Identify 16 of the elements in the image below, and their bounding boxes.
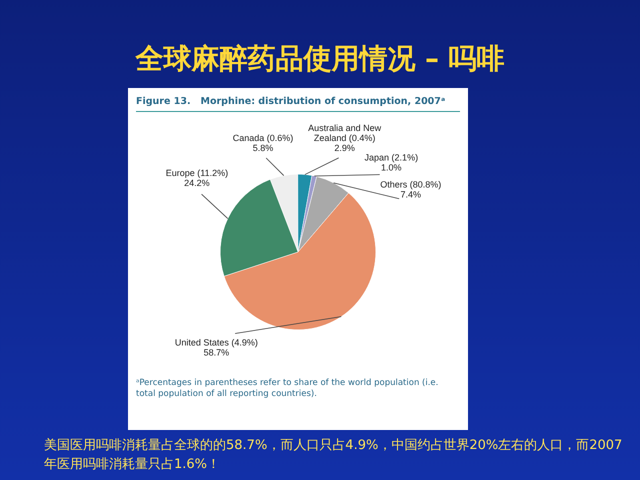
data-label: 5.8% [252, 142, 274, 153]
data-label: 7.4% [400, 190, 421, 200]
slice-label: Others (80.8%) [380, 180, 442, 190]
data-label: 58.7% [204, 348, 230, 358]
slice-label: Japan (2.1%) [364, 152, 418, 162]
data-label: 24.2% [184, 178, 210, 188]
slice-label: Canada (0.6%) [232, 132, 294, 143]
text: ᵃPercentages in parentheses refer to share of the world population (i.e. total population of all reporting countries). [136, 378, 440, 400]
data-label: 1.0% [381, 162, 402, 172]
chart-title: 全球麻醉药品使用情况 – 吗啡 [134, 41, 506, 77]
data-label: 2.9% [334, 142, 355, 153]
chart-subtitle: Figure 13. Morphine: distribution of consumption, 2007ᵃ [136, 96, 460, 112]
slice-label: United States (4.9%) [174, 338, 258, 348]
slice-label: Europe (11.2%) [166, 168, 228, 178]
slice-label: Australia and New Zealand (0.4%) [308, 122, 382, 143]
text: 美国医用吗啡消耗量占全球的的58.7%，而人口只占4.9%，中国约占世界20%左右的人口，而2007年医用吗啡消耗量只占1.6%！ [44, 437, 624, 474]
